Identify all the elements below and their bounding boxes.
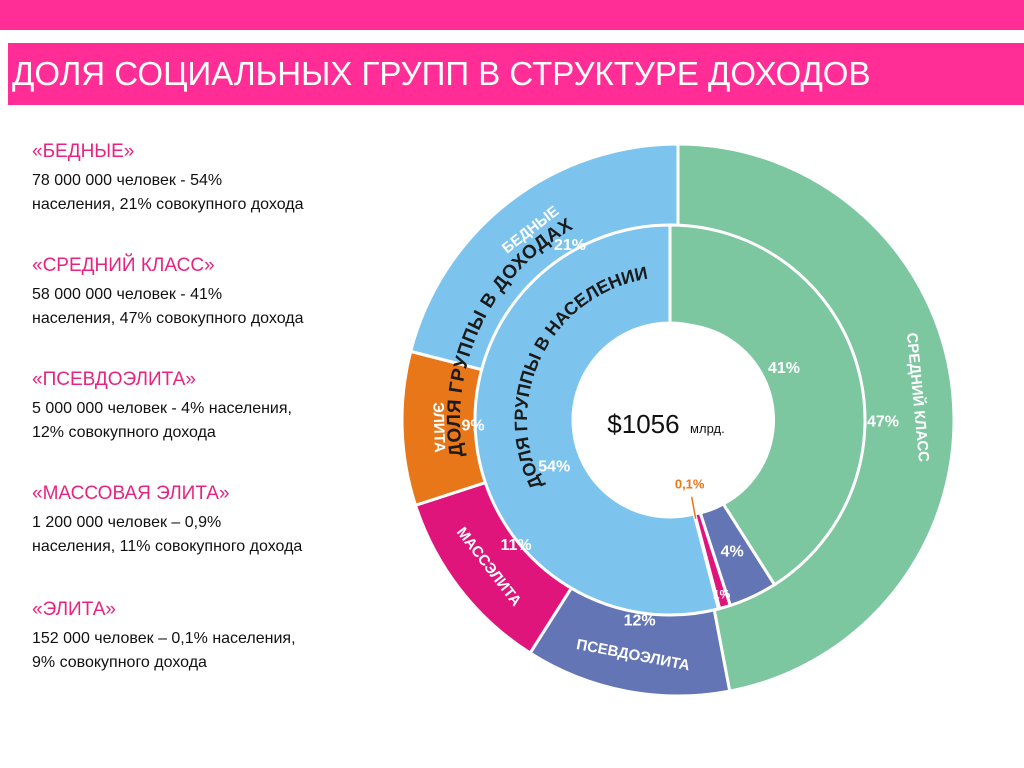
legend-group-elite: «ЭЛИТА» 152 000 человек – 0,1% населения… (32, 598, 392, 675)
legend-group-poor: «БЕДНЫЕ» 78 000 000 человек - 54% населе… (32, 140, 392, 217)
inner-value-label: 1% (713, 588, 731, 602)
legend-group-desc: 152 000 человек – 0,1% населения, 9% сов… (32, 630, 296, 671)
legend-group-name: «ПСЕВДОЭЛИТА» (32, 369, 196, 390)
outer-value-label: 47% (867, 413, 899, 430)
legend-group-desc: 58 000 000 человек - 41% населения, 47% … (32, 286, 304, 327)
page-title: ДОЛЯ СОЦИАЛЬНЫХ ГРУПП В СТРУКТУРЕ ДОХОДО… (8, 43, 1024, 105)
inner-value-label: 54% (538, 458, 570, 475)
center-hole (581, 323, 775, 517)
outer-value-label: 11% (500, 537, 531, 554)
legend-group-mass-elite: «МАССОВАЯ ЭЛИТА» 1 200 000 человек – 0,9… (32, 482, 392, 559)
inner-leader-line (690, 496, 697, 519)
legend-group-desc: 1 200 000 человек – 0,9% населения, 11% … (32, 514, 303, 555)
legend-group-name: «ЭЛИТА» (32, 599, 116, 620)
outer-name-label: ЭЛИТА (429, 402, 448, 453)
outer-value-label: 9% (462, 418, 485, 435)
inner-value-label: 0,1% (675, 477, 705, 492)
legend-group-desc: 5 000 000 человек - 4% населения, 12% со… (32, 400, 292, 441)
legend-group-name: «МАССОВАЯ ЭЛИТА» (32, 483, 230, 504)
legend-group-middle-class: «СРЕДНИЙ КЛАСС» 58 000 000 человек - 41%… (32, 254, 392, 331)
top-accent-bar (0, 0, 1024, 30)
inner-slice-бедные (473, 223, 721, 617)
inner-value-label: 41% (768, 360, 800, 377)
outer-value-label: 21% (554, 237, 586, 254)
legend-group-desc: 78 000 000 человек - 54% населения, 21% … (32, 172, 304, 213)
center-total: $1056 млрд. (607, 409, 724, 439)
inner-value-label: 4% (721, 543, 744, 560)
legend-group-name: «СРЕДНИЙ КЛАСС» (32, 255, 215, 276)
legend-group-pseudo-elite: «ПСЕВДОЭЛИТА» 5 000 000 человек - 4% нас… (32, 368, 392, 445)
center-total-value: $1056 (607, 409, 679, 439)
legend-group-name: «БЕДНЫЕ» (32, 141, 135, 162)
outer-value-label: 12% (624, 613, 656, 630)
center-total-unit: млрд. (690, 421, 725, 436)
